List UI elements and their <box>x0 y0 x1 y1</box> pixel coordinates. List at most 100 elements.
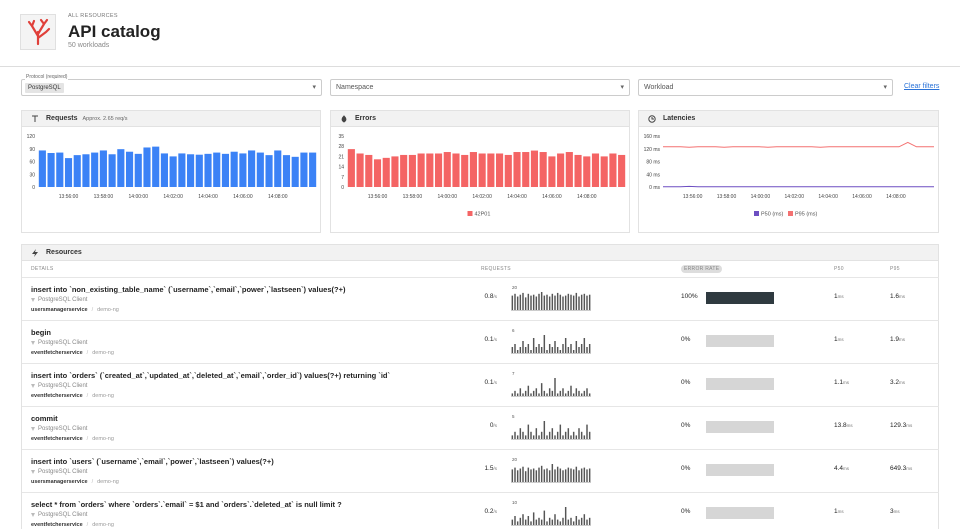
namespace: demo-ng <box>97 307 119 313</box>
spark-bar <box>556 292 559 310</box>
spark-bar <box>532 512 535 525</box>
spark-bar <box>530 295 532 310</box>
x-tick-label: 14:06:00 <box>542 194 562 200</box>
error-rate: 0% <box>681 465 691 472</box>
spark-bar <box>559 424 562 439</box>
error-bar-bg <box>706 507 774 519</box>
protocol-select[interactable]: Protocol (required) PostgreSQL <box>21 74 322 96</box>
spark-bar <box>538 435 540 439</box>
spark-bar <box>519 428 522 439</box>
icon <box>32 249 38 257</box>
spark-bar <box>514 516 516 525</box>
spark-bar <box>527 293 530 310</box>
bar <box>64 158 73 187</box>
bar <box>504 154 512 187</box>
spark-bar <box>532 338 535 353</box>
bar <box>356 153 364 187</box>
select-placeholder: Namespace <box>336 84 374 91</box>
panel-title: Latencies <box>663 115 696 122</box>
breadcrumb: ALL RESOURCES <box>68 13 118 19</box>
spark-bar <box>564 507 567 525</box>
spark-bar <box>570 385 572 396</box>
workload-select[interactable]: Workload <box>638 79 893 96</box>
spark-bar <box>586 519 588 525</box>
bar <box>265 155 273 187</box>
spark-bar <box>543 469 546 482</box>
spark-bar <box>556 519 559 525</box>
clear-filters[interactable]: Clear filters <box>904 83 940 90</box>
sparkline-max: 20 <box>512 285 518 290</box>
spark-bar <box>519 468 522 482</box>
bar <box>99 150 107 187</box>
bar <box>530 150 539 187</box>
page-subtitle: 50 workloads <box>68 42 110 49</box>
x-tick-label: 14:04:00 <box>818 194 838 200</box>
spark-bar <box>551 347 554 353</box>
bar <box>496 153 504 187</box>
spark-bar <box>578 470 580 482</box>
p95-unit: ms <box>906 466 913 471</box>
requests-unit: /s <box>493 294 497 299</box>
p50-unit: ms <box>843 466 850 471</box>
y-tick-label: 40 ms <box>646 172 660 178</box>
bar <box>365 154 373 187</box>
bar <box>178 153 186 187</box>
p95: 1.6ms <box>890 293 905 300</box>
spark-bar <box>562 435 564 439</box>
spark-bar <box>570 344 572 353</box>
spark-bar <box>535 347 538 353</box>
spark-bar <box>514 467 516 482</box>
spark-bar <box>588 344 591 353</box>
bar <box>47 153 55 187</box>
namespace-select[interactable]: Namespace <box>330 79 630 96</box>
sparkline: 5 <box>511 414 591 440</box>
spark-bar <box>586 469 588 482</box>
spark-bar <box>575 388 578 396</box>
spark-bar <box>588 517 591 525</box>
spark-bar <box>559 350 562 353</box>
service: eventfetcherservice <box>31 522 83 528</box>
bar <box>160 153 168 187</box>
spark-bar <box>530 521 532 525</box>
panel-title: Resources <box>46 249 82 256</box>
spark-bar <box>535 470 538 482</box>
legend-swatch <box>754 211 759 216</box>
bar <box>204 153 212 187</box>
spark-bar <box>583 338 586 353</box>
spark-bar <box>554 378 556 396</box>
y-tick-label: 80 ms <box>646 160 660 166</box>
panel-subtitle: Approx. 2.65 req/s <box>82 116 128 122</box>
spark-bar <box>543 295 546 310</box>
icon-shape <box>648 115 656 123</box>
table-row: select * from `orders` where `orders`.`e… <box>22 492 939 529</box>
service: eventfetcherservice <box>31 393 83 399</box>
error-rate: 0% <box>681 379 691 386</box>
client-icon <box>31 427 35 431</box>
spark-bar <box>575 435 578 439</box>
client-icon <box>31 341 35 345</box>
service-line: usersmanagerservice / demo-ng <box>31 307 119 313</box>
requests-unit: /s <box>493 509 497 514</box>
spark-bar <box>588 294 591 310</box>
filter-chip[interactable]: PostgreSQL <box>25 83 64 93</box>
bar <box>187 154 195 187</box>
p95: 1.9ms <box>890 336 905 343</box>
x-tick-label: 14:00:00 <box>751 194 771 200</box>
spark-bar <box>564 393 567 396</box>
spark-bar <box>522 341 524 353</box>
divider <box>0 66 960 67</box>
x-tick-label: 13:58:00 <box>403 194 423 200</box>
y-tick-label: 30 <box>29 172 35 178</box>
spark-bar <box>570 468 572 482</box>
spark-bar <box>575 516 578 525</box>
service: eventfetcherservice <box>31 350 83 356</box>
spark-bar <box>567 519 570 525</box>
bar <box>108 154 116 187</box>
y-tick-label: 28 <box>338 144 344 150</box>
spark-bar <box>524 390 527 396</box>
legend-swatch <box>788 211 793 216</box>
separator: / <box>86 350 89 356</box>
bar <box>382 157 390 187</box>
p50: 1ms <box>834 336 844 343</box>
error-rate: 0% <box>681 422 691 429</box>
